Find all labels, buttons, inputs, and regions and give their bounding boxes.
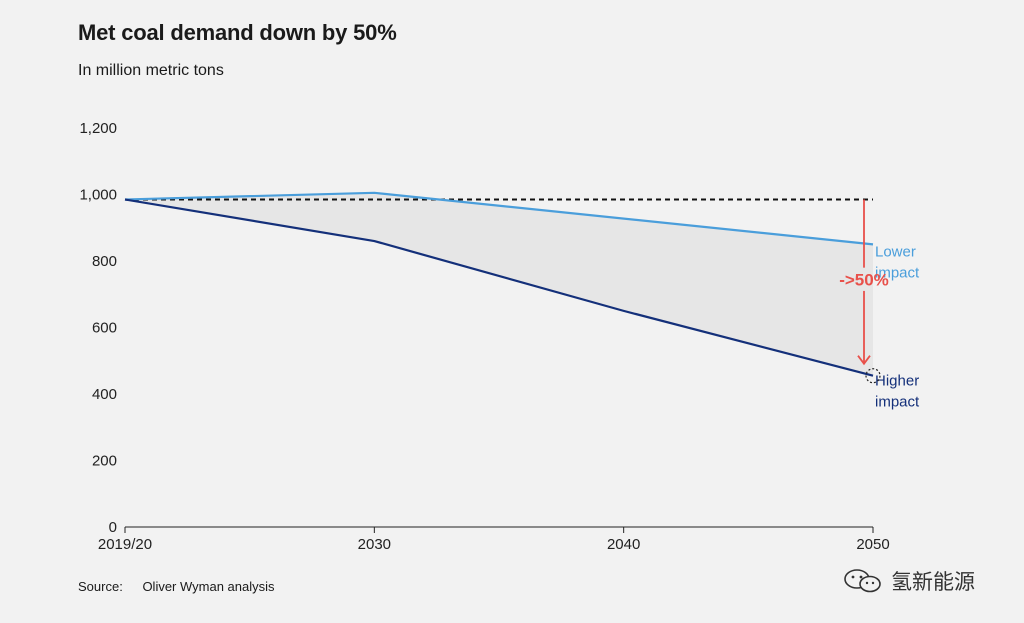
- y-tick-label: 200: [92, 453, 117, 470]
- x-tick-label: 2040: [607, 536, 640, 553]
- y-tick-label: 800: [92, 253, 117, 270]
- endpoint-highlight-circle: [865, 368, 881, 384]
- source-note: Source: Oliver Wyman analysis: [78, 579, 275, 594]
- y-tick-label: 0: [109, 519, 117, 536]
- watermark-text: 氢新能源: [891, 570, 975, 594]
- source-label: Source:: [78, 579, 123, 594]
- y-tick-label: 1,000: [79, 187, 117, 204]
- shaded-range-area: [125, 192, 873, 376]
- series-label: impact: [875, 264, 920, 281]
- chart-title: Met coal demand down by 50%: [78, 20, 397, 45]
- x-tick-label: 2050: [856, 536, 889, 553]
- y-tick-label: 1,200: [79, 120, 117, 137]
- y-tick-label: 600: [92, 320, 117, 337]
- source-text: Oliver Wyman analysis: [142, 579, 275, 594]
- x-tick-label: 2019/20: [98, 536, 152, 553]
- series-line-lower-impact: [124, 191, 874, 246]
- wechat-icon: [844, 569, 881, 593]
- series-label: Lower: [875, 243, 916, 260]
- series-line-higher-impact: [124, 198, 874, 377]
- watermark: 氢新能源: [843, 566, 975, 596]
- annotation-label: ->50%: [839, 270, 889, 289]
- y-tick-label: 400: [92, 386, 117, 403]
- chart-subtitle: In million metric tons: [78, 62, 224, 79]
- series-label: impact: [875, 394, 920, 411]
- x-tick-label: 2030: [358, 536, 391, 553]
- annotation-arrow-head: [857, 355, 871, 366]
- series-label: Higher: [875, 373, 919, 390]
